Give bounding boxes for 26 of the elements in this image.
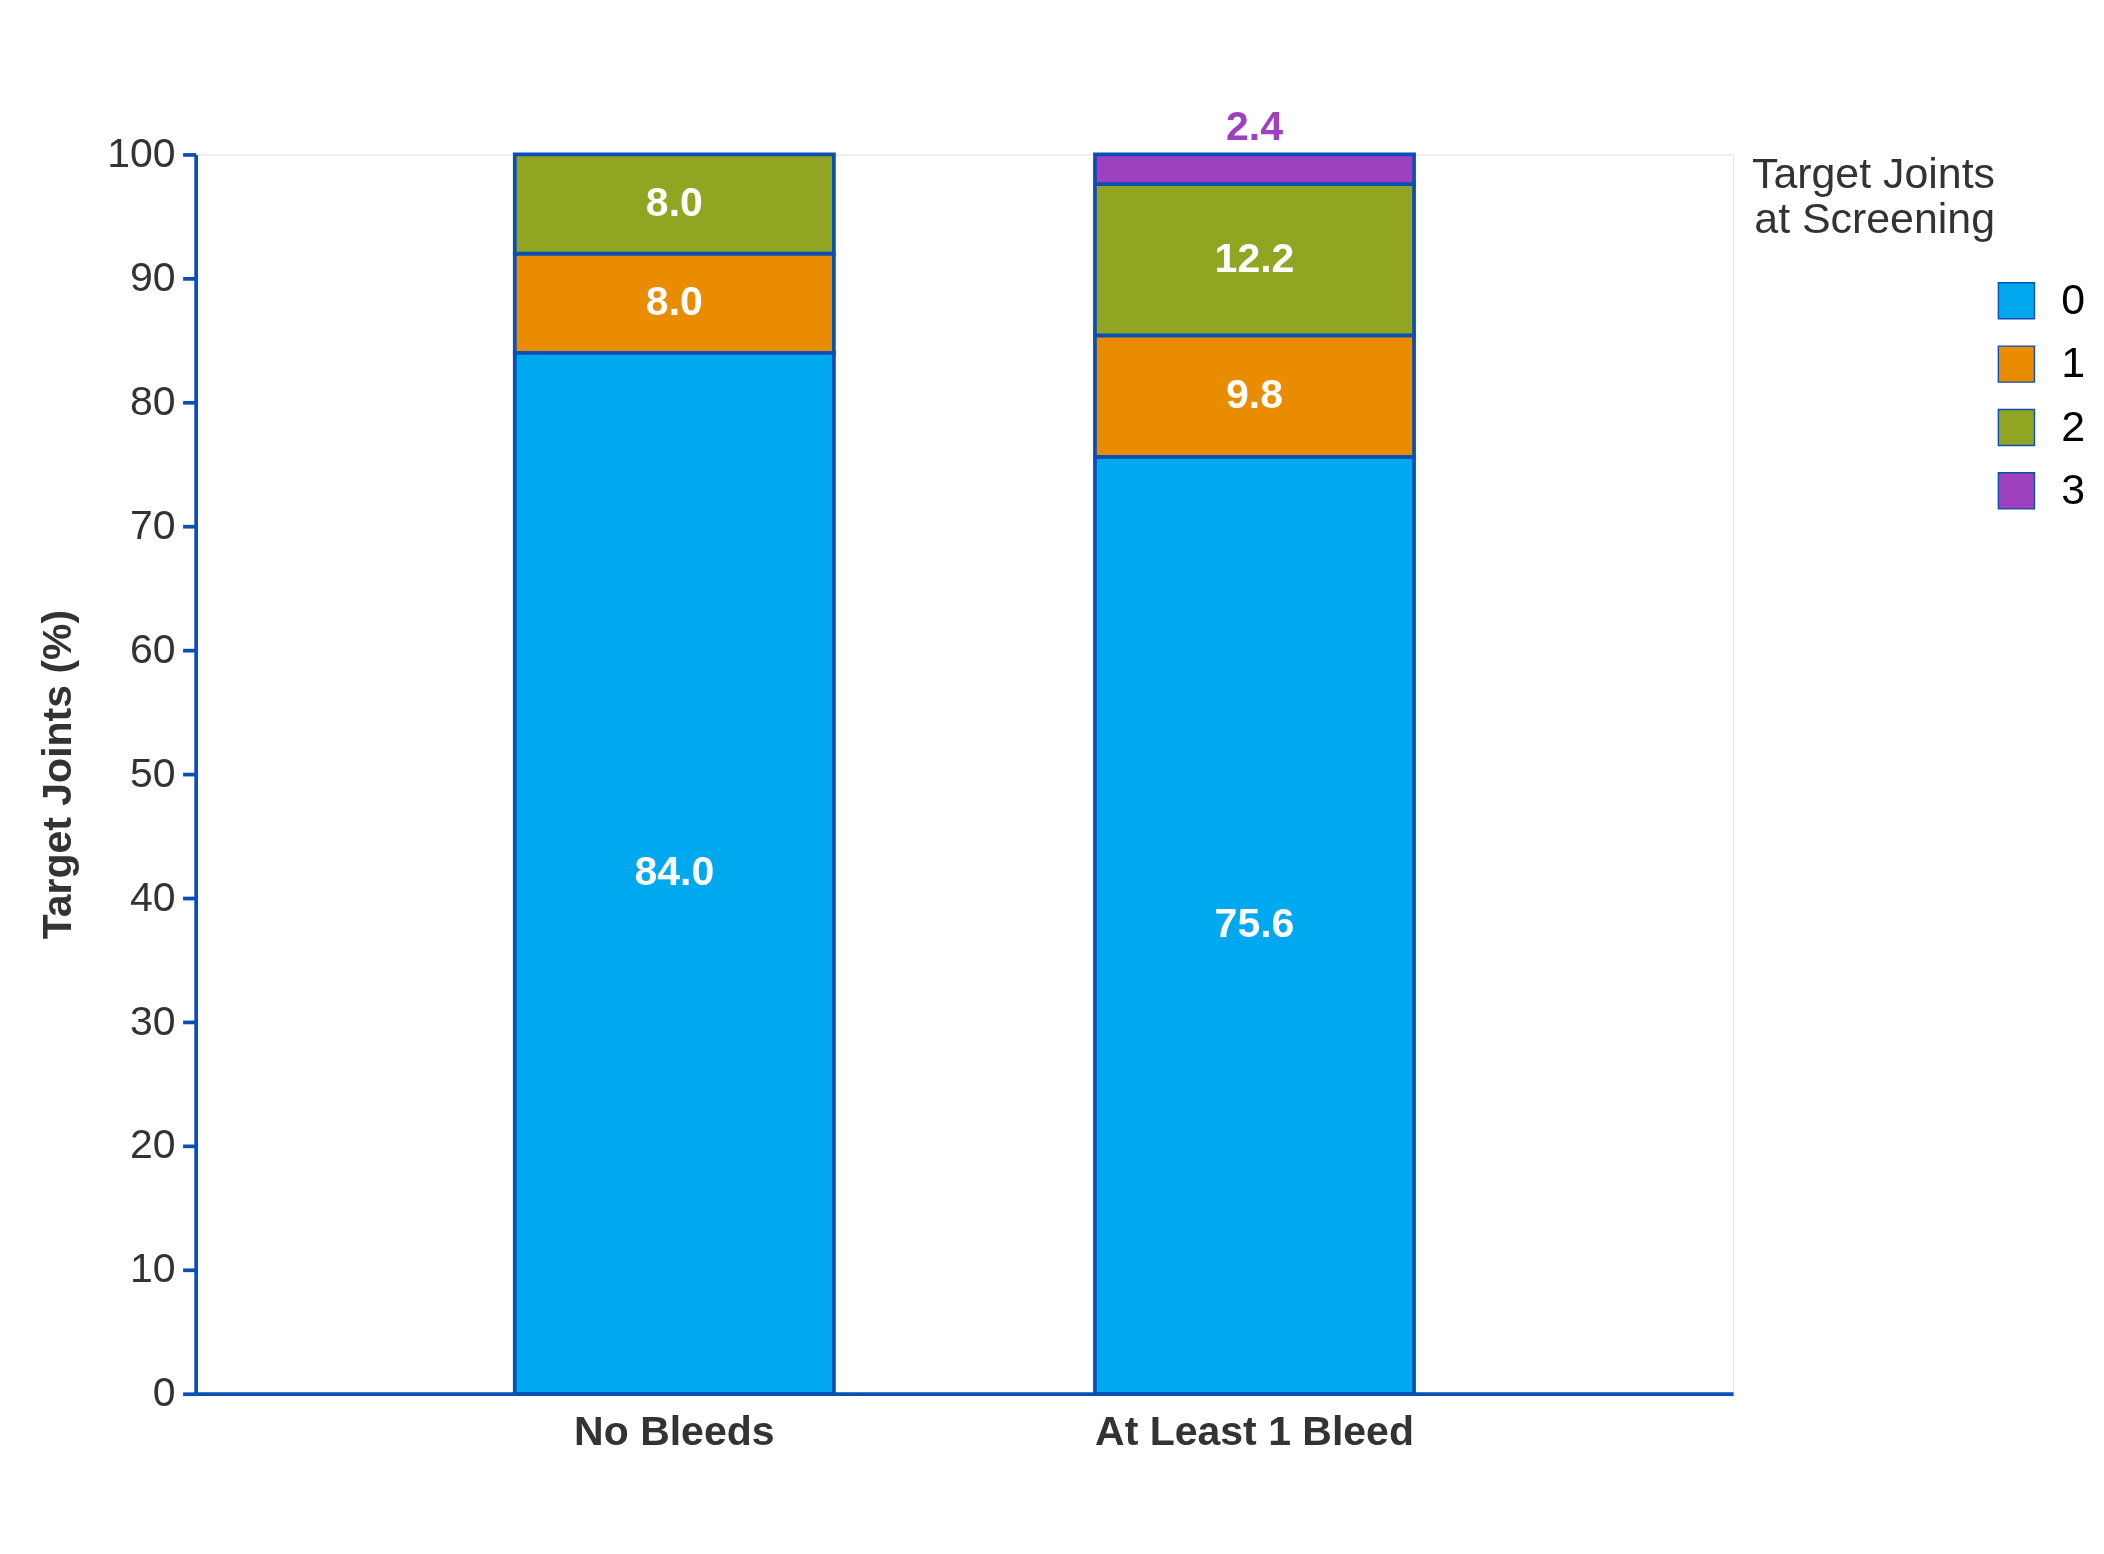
data-label: 75.6	[1214, 900, 1295, 947]
y-tick-label: 100	[107, 130, 176, 177]
legend-label: 2	[2061, 401, 2085, 450]
y-tick-label: 90	[130, 253, 176, 300]
y-tick-label: 60	[130, 625, 176, 672]
y-tick-label: 80	[130, 377, 176, 424]
data-label: 84.0	[634, 848, 715, 895]
y-tick-label: 50	[130, 749, 176, 796]
y-tick-label: 0	[152, 1369, 176, 1416]
data-label: 2.4	[1226, 103, 1284, 150]
legend-label: 3	[2061, 464, 2085, 513]
data-label: 9.8	[1226, 371, 1283, 418]
y-tick-label: 70	[130, 501, 176, 548]
data-label: 12.2	[1214, 234, 1295, 281]
y-tick-label: 40	[130, 873, 176, 920]
y-axis-title: Target Joints (%)	[33, 609, 80, 940]
x-tick-label: At Least 1 Bleed	[1095, 1408, 1414, 1455]
data-label: 8.0	[645, 278, 703, 325]
y-tick-label: 30	[130, 997, 176, 1044]
legend-title: Target Joints at Screening	[1751, 149, 1995, 242]
y-tick-label: 10	[130, 1245, 176, 1292]
x-tick-label: No Bleeds	[574, 1408, 775, 1455]
data-label: 8.0	[645, 179, 703, 226]
legend-label: 1	[2061, 338, 2085, 387]
legend-label: 0	[2061, 274, 2085, 323]
y-tick-label: 20	[130, 1121, 176, 1168]
